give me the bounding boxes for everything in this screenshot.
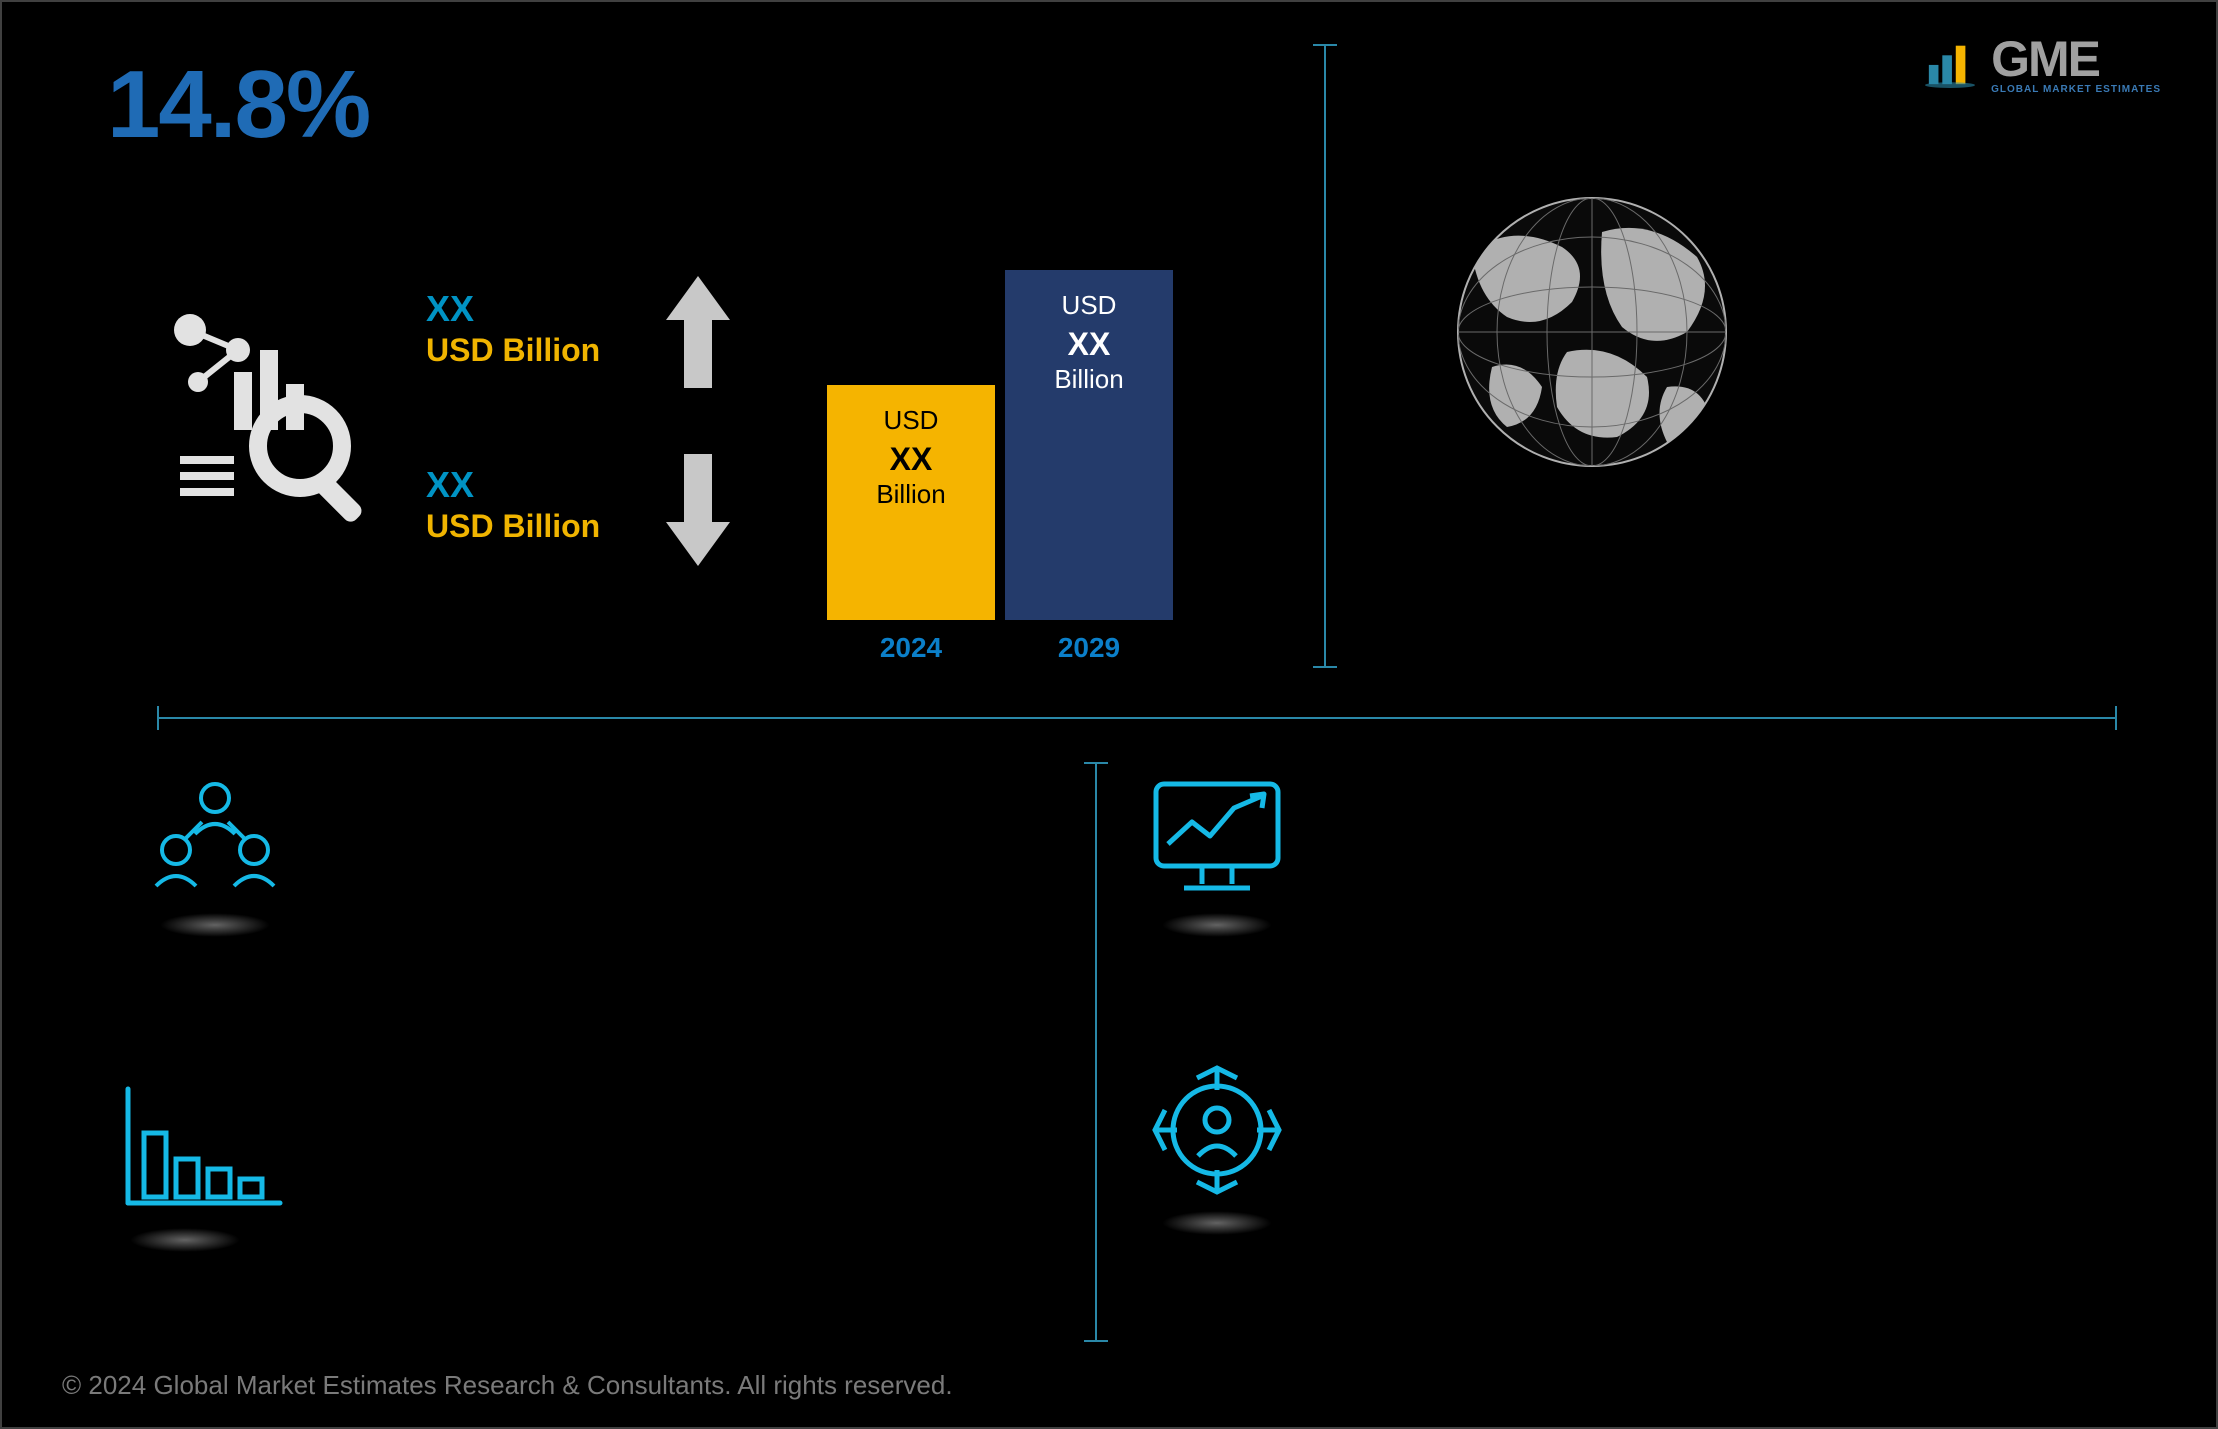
bar2-usd: USD	[1005, 290, 1173, 321]
divider-horizontal	[157, 717, 2117, 719]
bar2-value: XX	[1005, 326, 1173, 363]
bar1-value: XX	[827, 441, 995, 478]
bar-2024: USD XX Billion 2024	[827, 385, 995, 620]
stat-up-unit: USD Billion	[426, 332, 600, 369]
bar-stats-icon	[110, 1077, 260, 1257]
stat-down-block: XX USD Billion	[426, 464, 600, 545]
bar1-unit: Billion	[827, 479, 995, 510]
logo-mark-icon	[1921, 38, 1979, 88]
infographic-page: 14.8% GME GLOBAL MARKET ESTIMATES	[0, 0, 2218, 1429]
copyright-footer: © 2024 Global Market Estimates Research …	[62, 1370, 953, 1401]
logo-text: GME	[1991, 30, 2161, 88]
arrow-down-icon	[662, 450, 734, 575]
arrow-up-icon	[662, 272, 734, 397]
logo-tagline: GLOBAL MARKET ESTIMATES	[1991, 84, 2161, 95]
icon-shadow	[160, 913, 270, 937]
bar2-year: 2029	[1005, 632, 1173, 664]
market-bar-chart: USD XX Billion 2024 USD XX Billion 2029	[827, 260, 1187, 620]
stat-up-value: XX	[426, 288, 600, 330]
stat-down-value: XX	[426, 464, 600, 506]
monitor-trend-icon	[1142, 772, 1292, 952]
stat-up-block: XX USD Billion	[426, 288, 600, 369]
crosshair-person-icon	[1142, 1060, 1292, 1240]
cagr-headline: 14.8%	[107, 50, 369, 160]
icon-shadow	[1162, 913, 1272, 937]
icon-shadow	[130, 1228, 240, 1252]
brand-logo: GME GLOBAL MARKET ESTIMATES	[1921, 30, 2161, 95]
analytics-cluster-icon	[150, 298, 380, 528]
bar2-unit: Billion	[1005, 364, 1173, 395]
divider-vertical-top	[1324, 44, 1326, 668]
globe-icon	[1452, 192, 1732, 472]
people-network-icon	[140, 772, 290, 952]
icon-shadow	[1162, 1211, 1272, 1235]
bar1-usd: USD	[827, 405, 995, 436]
bar-2029: USD XX Billion 2029	[1005, 270, 1173, 620]
bar1-year: 2024	[827, 632, 995, 664]
divider-vertical-bottom	[1095, 762, 1097, 1342]
stat-down-unit: USD Billion	[426, 508, 600, 545]
